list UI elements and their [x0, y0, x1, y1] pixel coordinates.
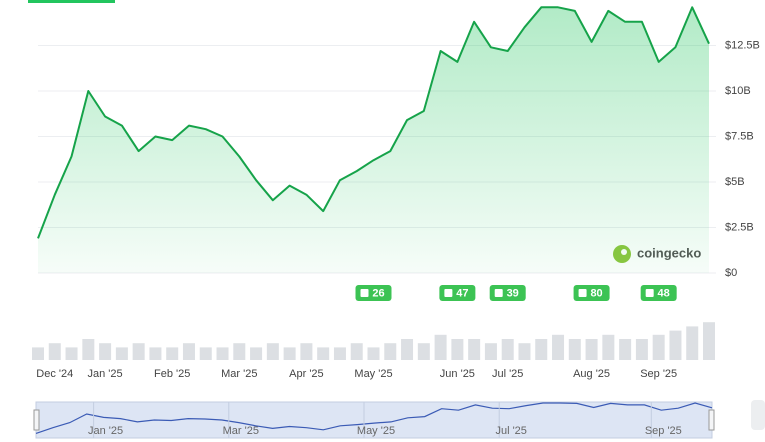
volume-bar: [552, 334, 565, 360]
volume-bar: [501, 339, 514, 360]
event-badge[interactable]: 39: [489, 285, 526, 301]
volume-bar: [350, 343, 363, 360]
badge-count: 47: [456, 287, 468, 299]
volume-bar: [384, 343, 397, 360]
x-tick-label: Jun '25: [440, 368, 475, 380]
volume-bar: [99, 343, 112, 360]
x-tick-label: Jan '25: [88, 368, 123, 380]
badge-count: 48: [658, 287, 670, 299]
y-tick-label: $7.5B: [725, 130, 754, 142]
x-tick-label: Apr '25: [289, 368, 324, 380]
volume-bar: [686, 326, 699, 360]
volume-bar: [535, 339, 548, 360]
area-fill: [38, 7, 709, 274]
x-tick-label: Mar '25: [221, 368, 257, 380]
volume-bar: [417, 343, 430, 360]
badge-icon: [444, 289, 453, 297]
volume-bar: [166, 347, 179, 360]
volume-bar: [484, 343, 497, 360]
volume-bar: [283, 347, 296, 360]
badge-icon: [645, 289, 654, 297]
volume-bar: [266, 343, 279, 360]
price-line: [37, 6, 710, 239]
x-tick-label: May '25: [354, 368, 392, 380]
volume-bar: [367, 347, 380, 360]
badge-icon: [578, 289, 587, 297]
volume-bar: [82, 339, 95, 360]
badge-count: 80: [590, 287, 602, 299]
navigator-line: [35, 402, 713, 434]
navigator[interactable]: [35, 401, 713, 439]
volume-bar: [468, 339, 481, 360]
volume-bar: [65, 347, 78, 360]
scroll-button[interactable]: [751, 400, 765, 430]
volume-bar: [149, 347, 162, 360]
volume-bar: [199, 347, 212, 360]
volume-bar: [703, 322, 715, 360]
navigator-label: Jul '25: [495, 425, 526, 437]
volume-bar: [250, 347, 263, 360]
nav-handle[interactable]: [33, 409, 40, 431]
volume-bar: [434, 334, 447, 360]
volume-bar: [585, 339, 598, 360]
volume-bar: [568, 339, 581, 360]
event-badge[interactable]: 48: [640, 285, 677, 301]
event-badge[interactable]: 26: [355, 285, 392, 301]
volume-bar: [451, 339, 464, 360]
nav-handle[interactable]: [708, 409, 715, 431]
volume-bar: [132, 343, 145, 360]
y-tick-label: $2.5B: [725, 221, 754, 233]
navigator-label: Sep '25: [645, 425, 682, 437]
y-tick-label: $0: [725, 267, 737, 279]
volume-bar: [602, 334, 615, 360]
volume-bar: [233, 343, 246, 360]
volume-bar: [317, 347, 330, 360]
event-badge[interactable]: 47: [439, 285, 476, 301]
volume-bar: [333, 347, 346, 360]
navigator-label: May '25: [357, 425, 395, 437]
volume-bar: [48, 343, 61, 360]
x-tick-label: Aug '25: [573, 368, 610, 380]
volume-bar: [518, 343, 531, 360]
volume-bar: [32, 347, 44, 360]
volume-bar: [182, 343, 195, 360]
volume-bar: [300, 343, 313, 360]
navigator-label: Jan '25: [88, 425, 123, 437]
navigator-label: Mar '25: [223, 425, 259, 437]
x-tick-label: Sep '25: [640, 368, 677, 380]
y-tick-label: $10B: [725, 85, 751, 97]
badge-count: 39: [507, 287, 519, 299]
volume-bar: [619, 339, 632, 360]
badge-icon: [494, 289, 503, 297]
volume-bar: [652, 334, 665, 360]
y-tick-label: $12.5B: [725, 39, 760, 51]
y-tick-label: $5B: [725, 176, 745, 188]
volume-bar: [401, 339, 414, 360]
x-tick-label: Dec '24: [36, 368, 73, 380]
volume-bar: [669, 330, 682, 360]
top-tab: [28, 0, 115, 3]
volume-bar: [115, 347, 128, 360]
event-badge[interactable]: 80: [573, 285, 610, 301]
badge-icon: [360, 289, 369, 297]
volume-bar: [216, 347, 229, 360]
volume-bar: [635, 339, 648, 360]
x-tick-label: Feb '25: [154, 368, 190, 380]
badge-count: 26: [372, 287, 384, 299]
x-tick-label: Jul '25: [492, 368, 523, 380]
